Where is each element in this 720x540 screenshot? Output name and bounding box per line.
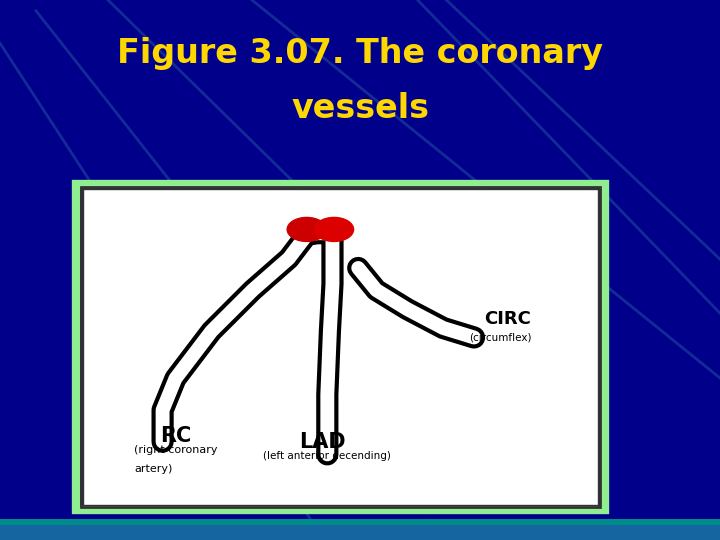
Bar [76,184,605,510]
Circle shape [315,218,354,241]
Text: (circumflex): (circumflex) [469,333,531,342]
Text: (right coronary: (right coronary [134,445,217,455]
Bar [81,187,600,507]
Text: (left anterior decending): (left anterior decending) [263,451,391,461]
Bar [0,523,720,540]
Text: LAD: LAD [299,432,346,452]
Text: CIRC: CIRC [485,309,531,328]
Text: vessels: vessels [291,91,429,125]
Text: artery): artery) [134,464,173,474]
Text: RC: RC [160,426,192,446]
Text: Figure 3.07. The coronary: Figure 3.07. The coronary [117,37,603,71]
Bar [83,189,598,505]
Bar [0,519,720,525]
Circle shape [287,218,326,241]
